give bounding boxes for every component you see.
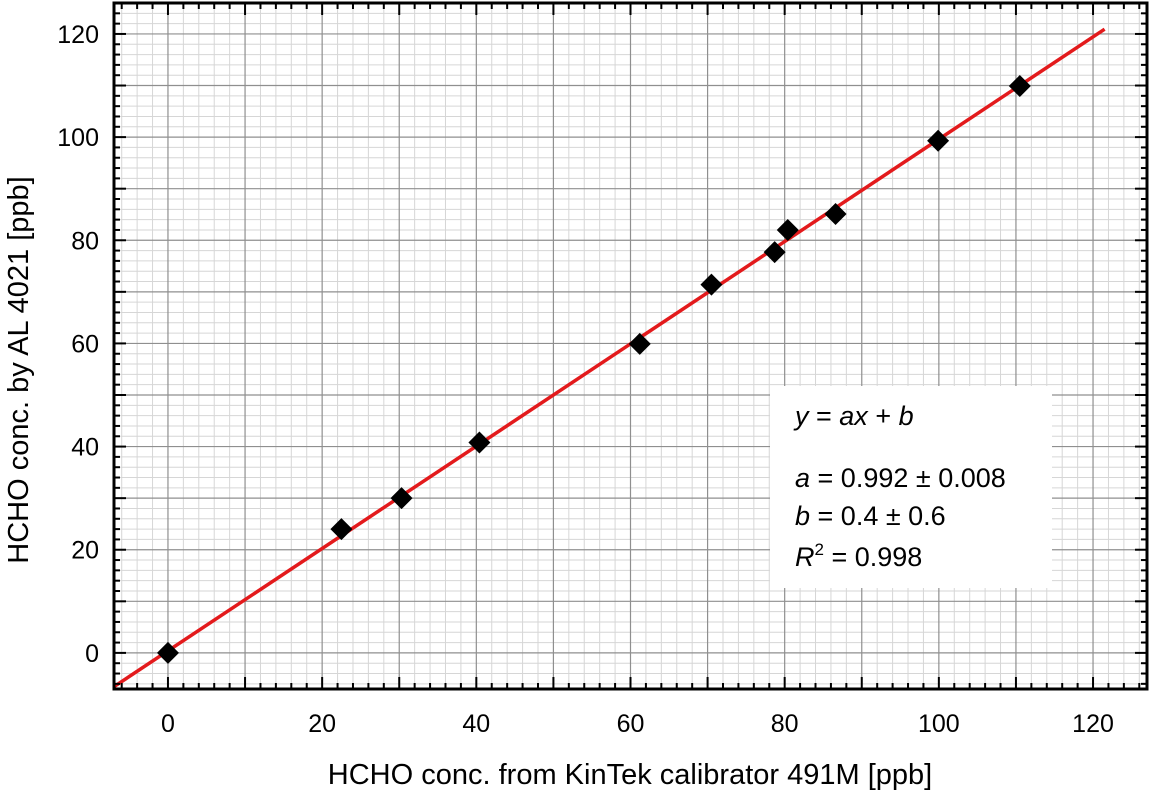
x-tick-label: 40 xyxy=(462,710,490,738)
fit-slope-var: a xyxy=(795,463,810,493)
axis-ticks xyxy=(114,2,1147,689)
fit-intercept-value: = 0.4 ± 0.6 xyxy=(810,501,946,531)
data-point xyxy=(156,641,179,664)
fit-eq-plus: + xyxy=(868,401,899,431)
fit-r-sup: 2 xyxy=(815,540,824,559)
y-tick-label: 20 xyxy=(71,537,99,565)
fit-slope-value: = 0.992 ± 0.008 xyxy=(810,463,1006,493)
y-tick-label: 40 xyxy=(71,434,99,462)
data-point xyxy=(824,202,847,225)
grid-major xyxy=(114,3,1147,689)
x-tick-label: 80 xyxy=(771,710,799,738)
data-point xyxy=(927,129,950,152)
fit-r-var: R xyxy=(795,542,815,572)
x-tick-label: 100 xyxy=(918,710,960,738)
fit-annotation: y = ax + b a = 0.992 ± 0.008 b = 0.4 ± 0… xyxy=(770,386,1052,588)
fit-eq-ax: ax xyxy=(839,401,869,431)
fit-r-squared: R2 = 0.998 xyxy=(795,540,922,572)
data-points xyxy=(156,75,1031,664)
y-tick-label: 0 xyxy=(85,640,99,668)
fit-eq-equals: = xyxy=(809,401,840,431)
x-tick-label: 0 xyxy=(161,710,175,738)
fit-r-value: = 0.998 xyxy=(824,542,922,572)
data-point xyxy=(628,332,651,355)
y-tick-label: 120 xyxy=(57,21,99,49)
y-tick-labels: 0 20 40 60 80 100 120 xyxy=(57,21,99,668)
y-tick-label: 60 xyxy=(71,330,99,358)
data-point xyxy=(390,487,413,510)
data-point xyxy=(776,218,799,241)
y-tick-label: 80 xyxy=(71,227,99,255)
x-tick-label: 120 xyxy=(1072,710,1114,738)
y-tick-label: 100 xyxy=(57,124,99,152)
x-tick-labels: 0 20 40 60 80 100 120 xyxy=(161,710,1114,738)
x-tick-label: 60 xyxy=(617,710,645,738)
data-point xyxy=(1008,75,1031,98)
fit-annotation-box xyxy=(770,386,1052,588)
data-point xyxy=(700,273,723,296)
fit-eq-y: y xyxy=(793,401,810,431)
data-point xyxy=(330,518,353,541)
fit-eq-b: b xyxy=(899,401,914,431)
data-point xyxy=(763,241,786,264)
y-axis-title: HCHO conc. by AL 4021 [ppb] xyxy=(3,176,35,563)
data-point xyxy=(468,431,491,454)
fit-slope: a = 0.992 ± 0.008 xyxy=(795,463,1006,493)
x-tick-label: 20 xyxy=(308,710,336,738)
fit-intercept-var: b xyxy=(795,501,810,531)
fit-equation: y = ax + b xyxy=(793,401,914,431)
fit-intercept: b = 0.4 ± 0.6 xyxy=(795,501,946,531)
x-axis-title: HCHO conc. from KinTek calibrator 491M [… xyxy=(328,759,932,791)
